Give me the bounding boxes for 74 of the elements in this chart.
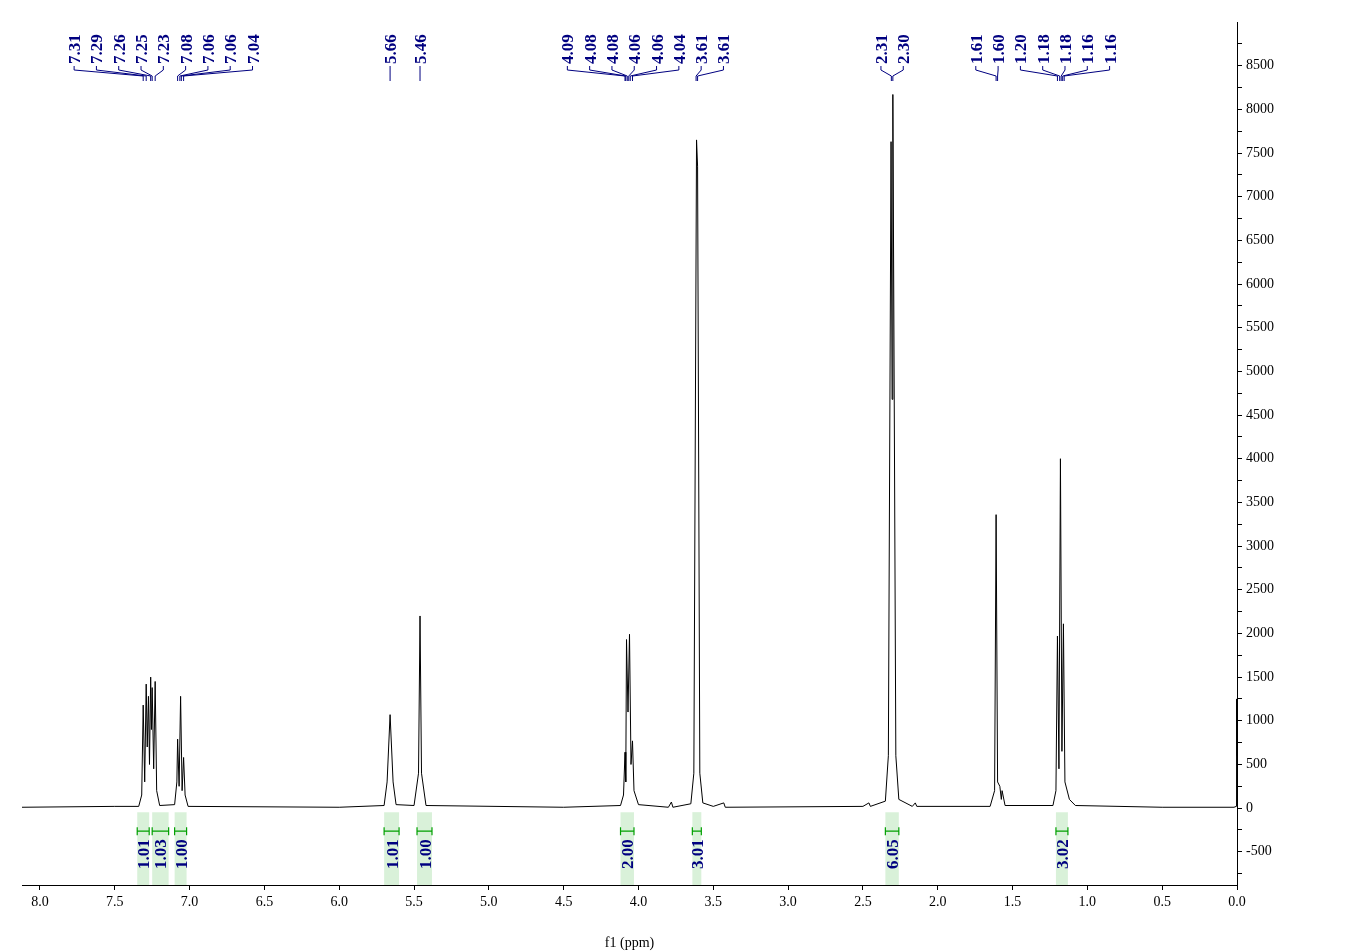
annotation: 4.06 (625, 34, 645, 64)
band-label: 3.01 (687, 839, 707, 869)
annotation: 7.23 (154, 34, 174, 64)
y-tick-label: 3000 (1246, 537, 1274, 553)
x-tick-label: 2.5 (854, 894, 872, 910)
band-label: 1.03 (151, 839, 171, 869)
x-tick-label: 1.0 (1078, 894, 1097, 910)
x-tick-label: 2.0 (928, 894, 947, 910)
y-tick-label: 5500 (1246, 319, 1274, 335)
y-tick-label: 0 (1246, 799, 1253, 815)
x-tick-label: 6.0 (330, 894, 348, 910)
x-tick-label: 5.5 (405, 894, 423, 910)
annotation: 1.18 (1033, 34, 1053, 64)
x-tick-label: 7.5 (106, 894, 124, 910)
y-tick-label: 5000 (1246, 363, 1274, 379)
annotation: 4.06 (647, 34, 667, 64)
band-label: 1.00 (415, 839, 435, 869)
x-tick-label: 3.5 (704, 894, 723, 910)
x-tick-label: 4.5 (554, 894, 573, 910)
x-tick-label: 0.5 (1153, 894, 1171, 910)
annotation: 4.08 (602, 34, 622, 64)
annotation: 7.26 (109, 34, 129, 64)
y-tick-label: 4000 (1246, 450, 1274, 466)
x-tick-label: 0.0 (1228, 894, 1246, 910)
annotation: 2.30 (894, 34, 914, 64)
annotation: 4.08 (580, 34, 600, 64)
y-tick-label: 1000 (1246, 712, 1274, 728)
annotation: 7.08 (176, 34, 196, 64)
y-tick-label: 7500 (1246, 144, 1274, 160)
y-tick-label: -500 (1246, 843, 1272, 859)
annotation: 3.61 (692, 34, 712, 64)
x-tick-label: 6.5 (255, 894, 274, 910)
y-tick-label: 8500 (1246, 57, 1274, 73)
annotation: 1.61 (966, 34, 986, 64)
band-label: 2.00 (618, 839, 638, 869)
x-tick-label: 7.0 (180, 894, 199, 910)
y-tick-label: 6000 (1246, 275, 1274, 291)
band-label: 1.01 (382, 839, 402, 869)
annotation: 7.06 (198, 34, 218, 64)
y-tick-label: 1500 (1246, 668, 1274, 684)
annotation: 1.16 (1100, 34, 1120, 64)
y-tick-label: 2000 (1246, 625, 1274, 641)
x-tick-label: 5.0 (480, 894, 498, 910)
annotation: 4.09 (558, 34, 578, 64)
y-tick-label: 8000 (1246, 101, 1274, 117)
annotation: 5.46 (411, 34, 431, 64)
annotation: 2.31 (871, 34, 891, 64)
y-tick-label: 2500 (1246, 581, 1274, 597)
annotation: 7.04 (243, 33, 263, 64)
annotation: 7.29 (87, 34, 107, 64)
annotation: 1.20 (1011, 34, 1031, 64)
x-tick-label: 1.5 (1003, 894, 1022, 910)
annotation: 5.66 (381, 34, 401, 64)
annotation: 1.18 (1055, 34, 1075, 64)
x-tick-label: 8.0 (31, 894, 49, 910)
y-tick-label: 7000 (1246, 188, 1274, 204)
y-tick-label: 3500 (1246, 494, 1274, 510)
annotation: 1.60 (989, 34, 1009, 64)
annotation: 7.31 (65, 34, 85, 64)
annotation: 7.06 (221, 34, 241, 64)
annotation: 1.16 (1078, 34, 1098, 64)
y-tick-label: 6500 (1246, 232, 1274, 248)
band-label: 3.02 (1052, 839, 1072, 869)
annotation: 7.25 (132, 34, 152, 64)
band-label: 1.00 (171, 839, 191, 869)
x-tick-label: 3.0 (779, 894, 797, 910)
annotation: 3.61 (714, 34, 734, 64)
y-tick-label: 4500 (1246, 406, 1274, 422)
annotation: 4.04 (669, 33, 689, 64)
x-tick-label: 4.0 (629, 894, 648, 910)
y-tick-label: 500 (1246, 756, 1267, 772)
x-axis-title: f1 (ppm) (604, 935, 655, 952)
band-label: 6.05 (883, 839, 903, 869)
band-label: 1.01 (134, 839, 154, 869)
